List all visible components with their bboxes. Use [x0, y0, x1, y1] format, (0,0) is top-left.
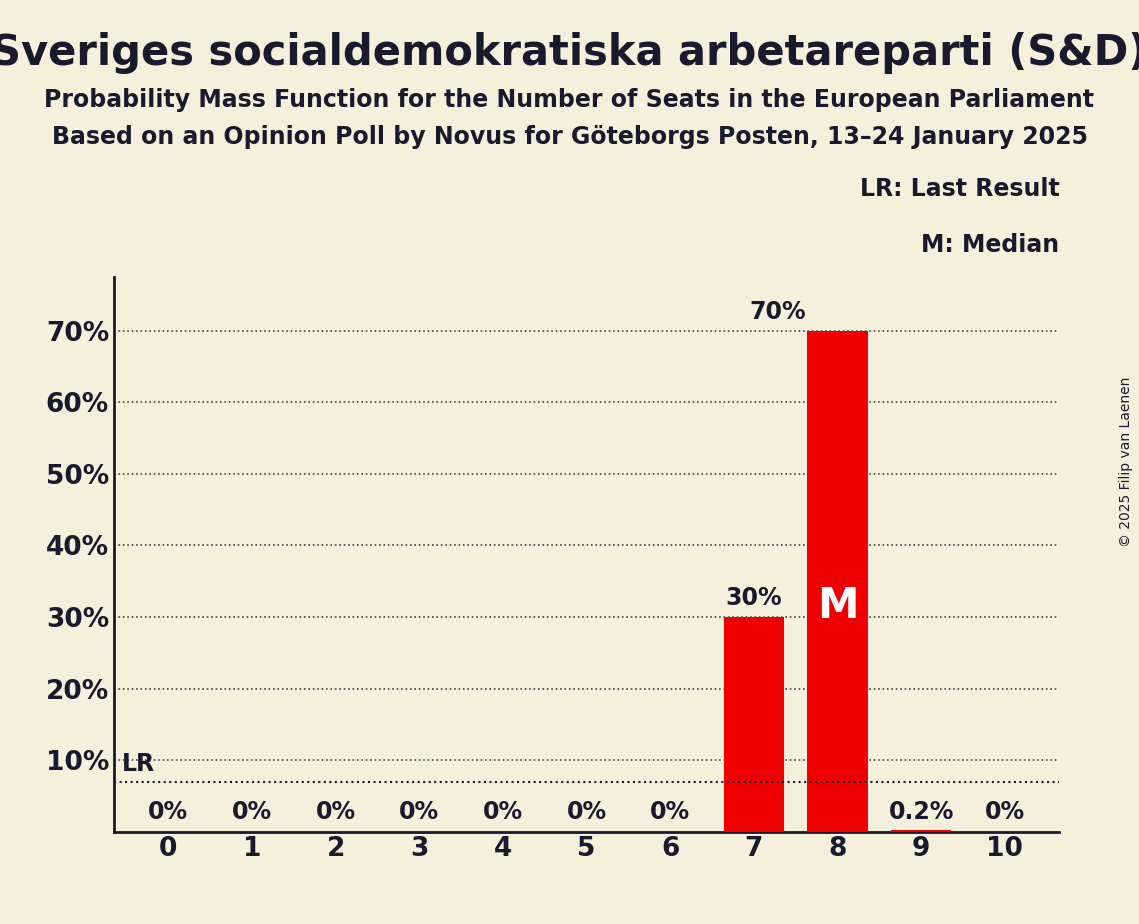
Text: 30%: 30%: [726, 586, 782, 610]
Bar: [891, 830, 951, 832]
Text: 0%: 0%: [316, 800, 355, 824]
Text: 0.2%: 0.2%: [888, 800, 954, 824]
Text: M: Median: M: Median: [921, 233, 1059, 257]
Text: Based on an Opinion Poll by Novus for Göteborgs Posten, 13–24 January 2025: Based on an Opinion Poll by Novus for Gö…: [51, 125, 1088, 149]
Text: 0%: 0%: [483, 800, 523, 824]
Text: M: M: [817, 585, 859, 627]
Text: 0%: 0%: [232, 800, 272, 824]
Text: 0%: 0%: [148, 800, 188, 824]
Bar: [808, 331, 868, 832]
Text: 0%: 0%: [566, 800, 607, 824]
Text: 0%: 0%: [399, 800, 440, 824]
Text: 70%: 70%: [749, 299, 805, 323]
Text: LR: LR: [122, 752, 155, 776]
Text: Sveriges socialdemokratiska arbetareparti (S&D): Sveriges socialdemokratiska arbetarepart…: [0, 32, 1139, 74]
Text: 0%: 0%: [650, 800, 690, 824]
Text: Probability Mass Function for the Number of Seats in the European Parliament: Probability Mass Function for the Number…: [44, 88, 1095, 112]
Text: LR: Last Result: LR: Last Result: [860, 177, 1059, 201]
Text: © 2025 Filip van Laenen: © 2025 Filip van Laenen: [1120, 377, 1133, 547]
Text: 0%: 0%: [985, 800, 1025, 824]
Bar: [723, 617, 784, 832]
